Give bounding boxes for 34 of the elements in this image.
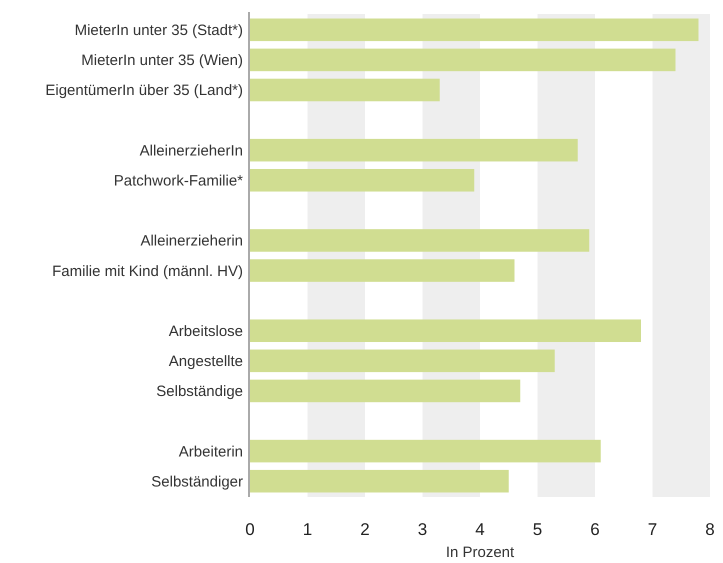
x-tick-label: 4 bbox=[475, 520, 485, 539]
bar bbox=[250, 48, 676, 72]
x-tick-label: 7 bbox=[648, 520, 658, 539]
bar bbox=[250, 229, 590, 252]
x-tick-label: 1 bbox=[302, 520, 312, 539]
bar bbox=[250, 470, 509, 492]
bar bbox=[250, 138, 578, 162]
y-tick-label: Arbeitslose bbox=[168, 322, 243, 340]
y-tick-label: AlleinerzieherIn bbox=[140, 142, 243, 160]
bar bbox=[250, 319, 641, 342]
x-tick-label: 8 bbox=[705, 520, 715, 539]
y-tick-label: MieterIn unter 35 (Stadt*) bbox=[74, 22, 243, 40]
x-tick-label: 0 bbox=[245, 520, 255, 539]
y-tick-label: Selbständige bbox=[156, 383, 243, 400]
bar bbox=[250, 259, 514, 282]
bar bbox=[250, 440, 601, 462]
y-tick-label: Arbeiterin bbox=[178, 443, 243, 460]
x-tick-label: 5 bbox=[532, 520, 542, 539]
x-tick-label: 2 bbox=[360, 520, 370, 539]
y-tick-label: Familie mit Kind (männl. HV) bbox=[52, 262, 243, 280]
y-tick-label: Angestellte bbox=[168, 353, 243, 370]
x-tick-label: 3 bbox=[418, 520, 428, 539]
y-tick-label: MieterIn unter 35 (Wien) bbox=[81, 52, 243, 70]
bar bbox=[250, 18, 698, 42]
bar bbox=[250, 168, 474, 192]
x-axis-title: In Prozent bbox=[446, 544, 516, 561]
y-tick-label: Patchwork-Familie* bbox=[114, 172, 244, 190]
y-tick-label: EigentümerIn über 35 (Land*) bbox=[45, 82, 243, 100]
bar bbox=[250, 350, 555, 372]
bar bbox=[250, 380, 520, 402]
x-tick-label: 6 bbox=[590, 520, 600, 539]
y-tick-label: Selbständiger bbox=[151, 473, 243, 490]
bar bbox=[250, 78, 440, 102]
y-tick-label: Alleinerzieherin bbox=[140, 232, 243, 250]
